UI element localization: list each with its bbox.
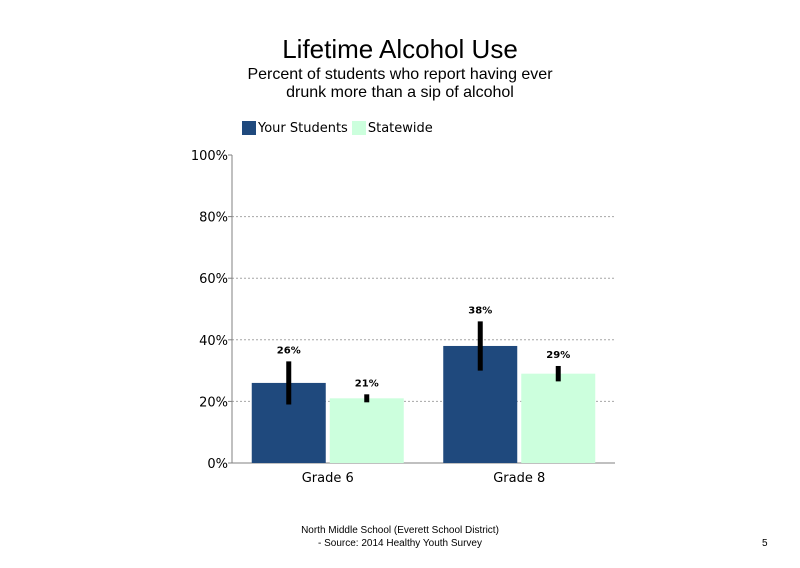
data-label: 26% bbox=[277, 345, 301, 356]
page-number: 5 bbox=[762, 538, 768, 549]
x-category-label: Grade 6 bbox=[302, 471, 354, 486]
legend: Your Students Statewide bbox=[242, 119, 437, 137]
chart-subtitle: Percent of students who report having ev… bbox=[247, 66, 553, 101]
legend-label-statewide: Statewide bbox=[367, 120, 433, 136]
data-label: 38% bbox=[468, 305, 492, 316]
footer-line-school: North Middle School (Everett School Dist… bbox=[301, 525, 499, 536]
data-label: 21% bbox=[355, 378, 379, 389]
x-category-label: Grade 8 bbox=[493, 471, 545, 486]
bar-statewide bbox=[521, 373, 596, 463]
chart-title: Lifetime Alcohol Use bbox=[282, 34, 518, 64]
y-tick-label: 20% bbox=[199, 395, 228, 410]
y-tick-label: 100% bbox=[191, 149, 228, 164]
footer-source: North Middle School (Everett School Dist… bbox=[250, 524, 550, 550]
legend-item-your-students: Your Students bbox=[242, 121, 348, 136]
bar-statewide bbox=[329, 398, 404, 463]
data-label: 29% bbox=[546, 350, 570, 361]
footer-line-source: - Source: 2014 Healthy Youth Survey bbox=[318, 538, 482, 549]
y-tick-label: 80% bbox=[199, 211, 228, 226]
y-tick-label: 60% bbox=[199, 272, 228, 287]
legend-swatch-statewide bbox=[351, 121, 366, 135]
legend-swatch-your-students bbox=[242, 121, 256, 135]
legend-item-statewide: Statewide bbox=[351, 120, 433, 136]
legend-label-your-students: Your Students bbox=[258, 120, 348, 136]
y-tick-label: 40% bbox=[199, 334, 228, 349]
y-tick-label: 0% bbox=[207, 457, 228, 472]
